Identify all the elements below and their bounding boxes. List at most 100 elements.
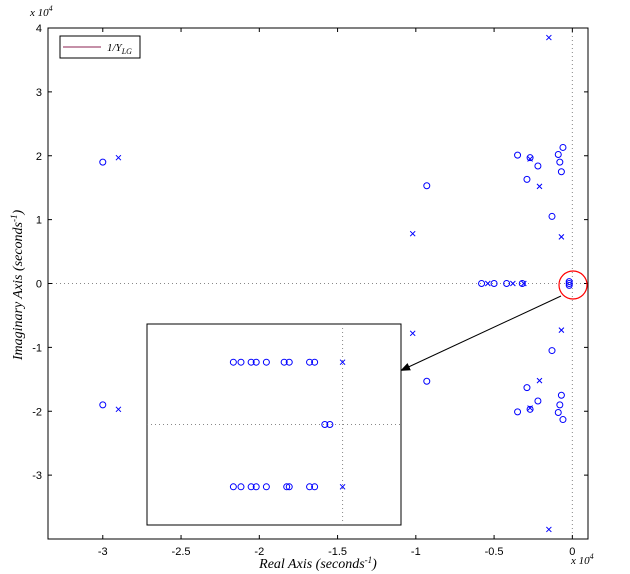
data-point-pole-marker [536, 183, 543, 190]
inset-point-zero-marker [306, 358, 314, 366]
data-point-zero-marker [526, 405, 534, 413]
data-point-zero-marker [557, 391, 565, 399]
data-point-zero-marker [478, 280, 486, 287]
x-tick-label: -3 [98, 546, 108, 558]
inset-point-zero-marker [285, 483, 293, 491]
data-point-zero-marker [565, 278, 573, 286]
inset-point-zero-marker [252, 483, 260, 491]
legend: 1/YLG [59, 35, 141, 59]
y-tick-label: 0 [36, 279, 42, 291]
inset-point-zero-marker [229, 358, 237, 366]
data-point-zero-marker [423, 377, 431, 385]
data-point-zero-marker [503, 280, 511, 287]
x-tick-label: -2 [254, 546, 264, 558]
legend-label-main: 1/Y [107, 42, 124, 54]
data-point-zero-marker [557, 168, 565, 176]
data-point-zero-marker [514, 408, 522, 416]
x-exponent-base: x 10 [570, 555, 590, 567]
inset-point-zero-marker [262, 358, 270, 366]
y-tick-label: 2 [36, 151, 42, 163]
inset-point-zero-marker [321, 421, 329, 428]
data-point-pole-marker [558, 234, 565, 240]
inset-point-pole-marker [339, 359, 346, 366]
data-point-pole-marker [115, 406, 122, 413]
y-exponent-power: 4 [49, 4, 53, 13]
inset-point-zero-marker [247, 483, 255, 491]
data-point-zero-marker [523, 384, 531, 392]
data-point-zero-marker [523, 175, 531, 183]
inset-point-pole-marker [339, 483, 346, 490]
x-tick-label: -0.5 [485, 546, 504, 558]
data-point-zero-marker [99, 158, 107, 166]
data-point-zero-marker [559, 143, 567, 151]
x-axis-title-end: ) [371, 557, 377, 572]
y-axis-title-end: ) [11, 210, 26, 216]
inset-point-zero-marker [285, 358, 293, 366]
data-point-zero-marker [514, 151, 522, 159]
data-point-zero-marker [554, 409, 562, 417]
inset-frame [146, 323, 402, 526]
tick-group: -3 -2.5 -2 -1.5 -1 -0.5 0 -3 -2 -1 0 1 2 3 4 [32, 23, 588, 558]
y-tick-label: -3 [32, 470, 42, 482]
data-point-zero-marker [548, 347, 556, 355]
data-point-zero-marker [526, 154, 534, 162]
zoom-arrow [400, 295, 562, 371]
legend-label: 1/YLG [107, 42, 132, 56]
inset-point-zero-marker [247, 358, 255, 366]
y-tick-label: -2 [32, 406, 42, 418]
data-point-zero-marker [423, 182, 431, 190]
data-point-zero-marker [565, 281, 573, 289]
y-axis-title: Imaginary Axis (seconds-1) [9, 210, 26, 362]
y-axis-title-sup: -1 [9, 215, 19, 223]
x-exponent-power: 4 [590, 552, 594, 561]
y-axis-title-text: Imaginary Axis (seconds [11, 221, 26, 361]
data-point-zero-marker [556, 401, 564, 409]
legend-label-sub: LG [121, 47, 132, 56]
data-point-pole-marker [546, 34, 552, 41]
data-point-zero-marker [99, 401, 107, 409]
x-tick-label: -1.5 [328, 546, 347, 558]
data-point-pole-marker [409, 230, 416, 237]
marker-group [99, 34, 573, 533]
data-point-pole-marker [520, 280, 527, 287]
inset-point-zero-marker [237, 483, 245, 491]
x-axis-title-text: Real Axis (seconds [258, 557, 365, 572]
inset-point-zero-marker [311, 483, 319, 491]
data-point-zero-marker [565, 280, 573, 287]
data-point-pole-marker [536, 377, 543, 384]
inset-point-zero-marker [283, 483, 291, 491]
highlight-circle [558, 270, 588, 300]
inset-point-zero-marker [311, 358, 319, 366]
inset-content [147, 324, 401, 525]
data-point-pole-marker [546, 526, 552, 533]
x-tick-label: -1 [411, 546, 421, 558]
y-tick-label: 4 [36, 23, 42, 35]
y-tick-label: 1 [36, 215, 42, 227]
data-point-pole-marker [558, 327, 565, 333]
inset-point-zero-marker [237, 358, 245, 366]
data-point-pole-marker [409, 330, 416, 337]
inset-point-zero-marker [326, 421, 334, 428]
data-point-zero-marker [559, 416, 567, 424]
inset-point-zero-marker [306, 483, 314, 491]
data-point-pole-marker [484, 280, 491, 287]
y-tick-label: -1 [32, 342, 42, 354]
data-point-pole-marker [115, 154, 122, 161]
inset-point-zero-marker [280, 358, 288, 366]
x-axis-title-sup: -1 [365, 555, 373, 565]
data-point-zero-marker [556, 158, 564, 166]
data-point-zero-marker [490, 280, 498, 287]
y-exponent-base: x 10 [29, 7, 49, 19]
y-exponent-label: x 104 [29, 4, 53, 19]
x-exponent-label: x 104 [570, 552, 594, 567]
data-point-zero-marker [534, 397, 542, 405]
inset-point-zero-marker [229, 483, 237, 491]
x-tick-label: -2.5 [172, 546, 191, 558]
data-point-zero-marker [534, 162, 542, 170]
x-axis-title: Real Axis (seconds-1) [258, 555, 377, 572]
x-tick-label: 0 [569, 546, 575, 558]
data-point-zero-marker [548, 212, 556, 220]
data-point-zero-marker [518, 280, 526, 287]
inset-point-zero-marker [252, 358, 260, 366]
